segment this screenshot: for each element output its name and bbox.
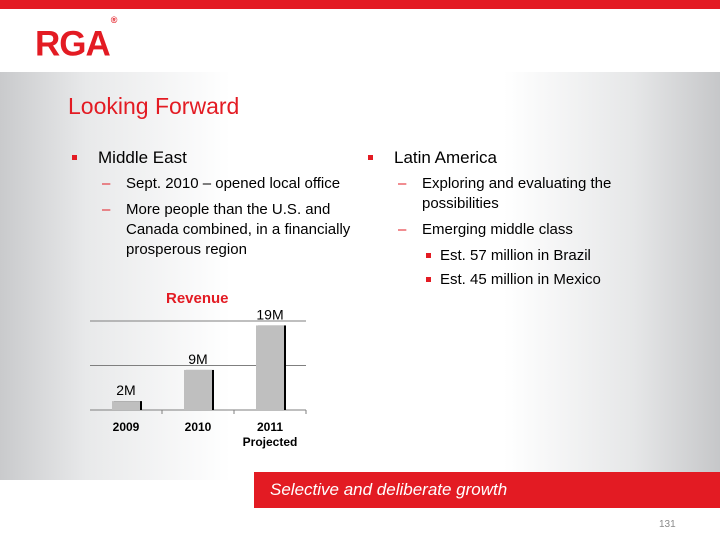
sub-bullet: – Exploring and evaluating the possibilit… xyxy=(398,175,612,212)
top-accent-bar xyxy=(0,0,720,9)
bullet-latin-america: Latin America xyxy=(368,148,668,168)
chart-bar xyxy=(256,325,284,410)
slide-background xyxy=(0,72,720,480)
chart-data-label: 9M xyxy=(188,351,207,367)
chart-title: Revenue xyxy=(166,290,229,307)
dash-marker: – xyxy=(398,221,407,238)
chart-data-label: 2M xyxy=(116,382,135,398)
dash-marker: – xyxy=(398,175,407,192)
slide-title: Looking Forward xyxy=(68,93,240,119)
chart-tick-label: 2010 xyxy=(185,420,212,434)
rga-logo: RGA® xyxy=(35,15,117,64)
chart-tick-label: 2011 xyxy=(257,420,283,434)
sub-bullet: – More people than the U.S. and Canada co… xyxy=(102,201,351,258)
tagline-text: Selective and deliberate growth xyxy=(270,480,508,499)
sub-sub-bullet: Est. 57 million in Brazil xyxy=(368,246,668,266)
bullet-middle-east: Middle East xyxy=(72,148,352,168)
chart-bar xyxy=(184,369,212,410)
page-number: 131 xyxy=(659,519,676,530)
dash-marker: – xyxy=(102,201,111,218)
sub-bullet: – Emerging middle class xyxy=(398,221,573,238)
right-column: Latin America – Exploring and evaluating … xyxy=(368,148,668,294)
chart-tick-label: 2009 xyxy=(113,420,140,434)
tagline-banner: Selective and deliberate growth xyxy=(254,472,720,508)
chart-data-label: 19M xyxy=(256,306,283,322)
chart-bar xyxy=(112,401,140,410)
sub-bullet: – Sept. 2010 – opened local office xyxy=(102,175,341,192)
left-column: Middle East – Sept. 2010 – opened local o… xyxy=(72,148,352,266)
chart-tick-sublabel: Projected xyxy=(243,435,298,449)
dash-marker: – xyxy=(102,175,111,192)
sub-sub-bullet: Est. 45 million in Mexico xyxy=(368,270,668,290)
